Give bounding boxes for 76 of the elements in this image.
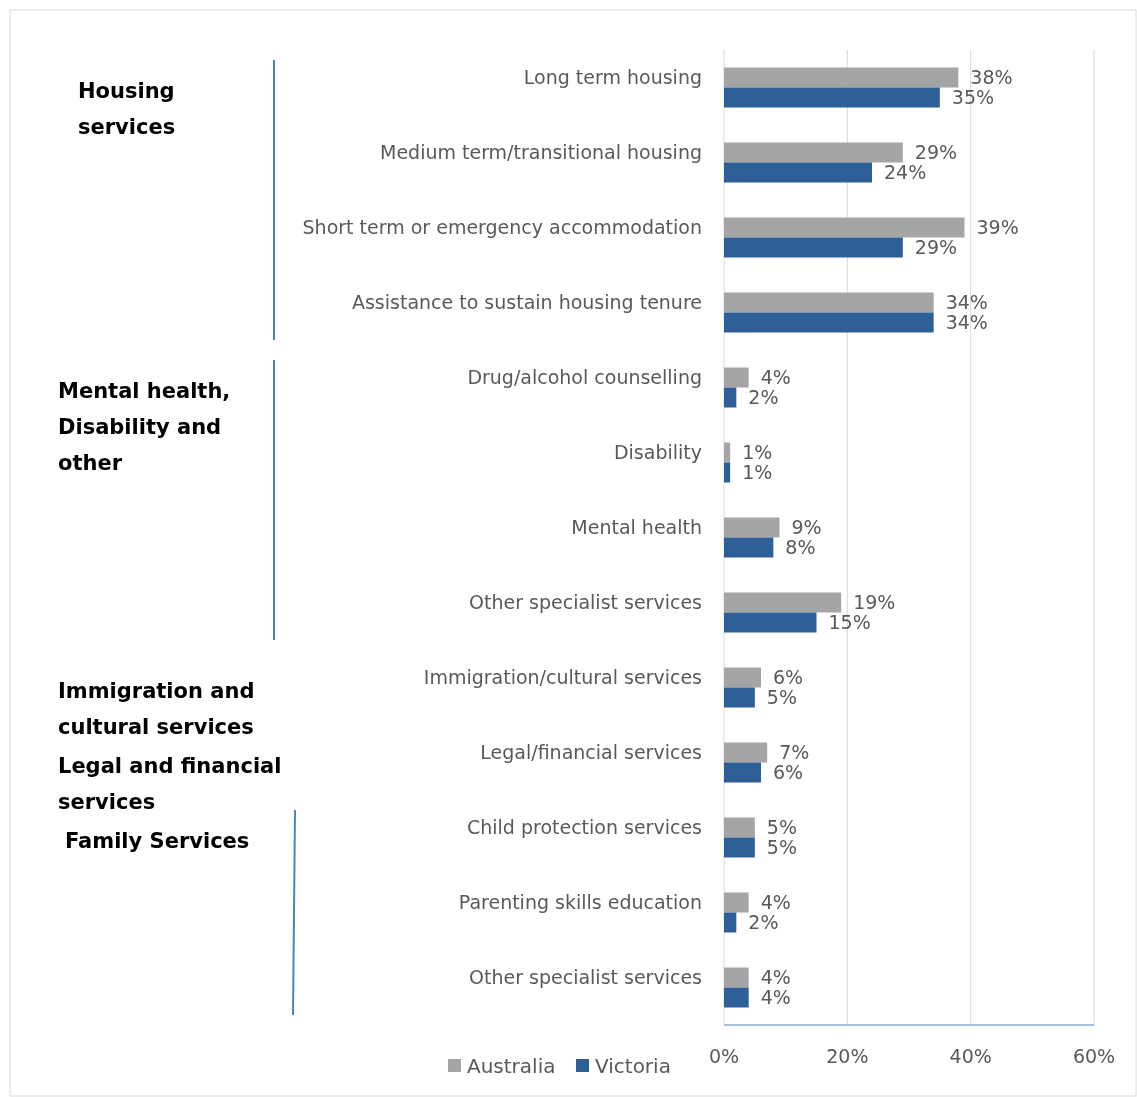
bar	[724, 667, 761, 688]
bar	[724, 292, 934, 313]
text: Housing services	[78, 79, 176, 139]
y-tick-label: Disability	[613, 440, 702, 463]
data-label: 2%	[748, 385, 779, 408]
bar	[724, 912, 737, 933]
data-label: 34%	[945, 290, 988, 313]
data-label: 4%	[760, 965, 791, 988]
data-label: 2%	[748, 910, 779, 933]
bar	[724, 87, 940, 108]
bar	[724, 517, 780, 538]
bar	[724, 817, 755, 838]
bar	[724, 67, 959, 88]
y-tick-label: Child protection services	[466, 815, 702, 838]
bar	[724, 162, 872, 183]
text: Mental health, Disability and other	[58, 379, 231, 475]
bar	[724, 217, 965, 238]
data-label: 4%	[760, 890, 791, 913]
data-label: 7%	[779, 740, 810, 763]
text: Immigration and cultural services	[58, 679, 255, 739]
y-tick-label: Mental health	[571, 515, 702, 538]
bar	[724, 612, 817, 633]
bar	[724, 687, 755, 708]
data-label: 6%	[773, 760, 804, 783]
bar	[724, 462, 731, 483]
y-tick-label: Parenting skills education	[458, 890, 702, 913]
legend-label: Australia	[467, 1054, 556, 1078]
y-tick-label: Legal/financial services	[480, 740, 702, 763]
data-label: 24%	[884, 160, 927, 183]
bar	[724, 967, 749, 988]
data-label: 29%	[914, 235, 958, 258]
y-tick-label: Drug/alcohol counselling	[467, 365, 702, 388]
bar	[724, 837, 755, 858]
bar	[724, 142, 903, 163]
data-label: 4%	[760, 365, 791, 388]
data-label: 5%	[766, 835, 797, 858]
bar	[724, 742, 768, 763]
y-tick-label: Other specialist services	[469, 965, 702, 988]
bar	[724, 892, 749, 913]
bar	[724, 237, 903, 258]
y-tick-label: Immigration/cultural services	[423, 665, 702, 688]
data-label: 38%	[970, 65, 1013, 88]
y-tick-label: Medium term/transitional housing	[379, 140, 702, 163]
bar	[724, 987, 749, 1008]
y-tick-label: Short term or emergency accommodation	[302, 215, 702, 238]
y-tick-label: Other specialist services	[469, 590, 702, 613]
x-tick-label: 20%	[826, 1045, 869, 1067]
data-label: 15%	[828, 610, 871, 633]
bar	[724, 592, 842, 613]
text: Family Services	[65, 829, 250, 853]
data-label: 29%	[914, 140, 958, 163]
data-label: 1%	[742, 440, 773, 463]
data-label: 39%	[976, 215, 1019, 238]
text: Legal and financial services	[58, 754, 282, 814]
x-tick-label: 40%	[949, 1045, 992, 1067]
data-label: 4%	[760, 985, 791, 1008]
data-label: 9%	[791, 515, 822, 538]
x-tick-label: 0%	[708, 1045, 740, 1067]
bar	[724, 367, 749, 388]
bar	[724, 312, 934, 333]
data-label: 6%	[773, 665, 804, 688]
bar	[724, 387, 737, 408]
data-label: 8%	[785, 535, 816, 558]
data-label: 5%	[766, 815, 797, 838]
legend-label: Victoria	[595, 1054, 671, 1078]
data-label: 19%	[853, 590, 896, 613]
bar	[724, 762, 761, 783]
data-label: 1%	[742, 460, 773, 483]
bar	[724, 442, 731, 463]
data-label: 35%	[951, 85, 995, 108]
data-label: 5%	[766, 685, 797, 708]
bar	[724, 537, 774, 558]
data-label: 34%	[945, 310, 988, 333]
x-tick-label: 60%	[1072, 1045, 1116, 1067]
y-tick-label: Long term housing	[523, 65, 702, 88]
y-tick-label: Assistance to sustain housing tenure	[351, 290, 702, 313]
